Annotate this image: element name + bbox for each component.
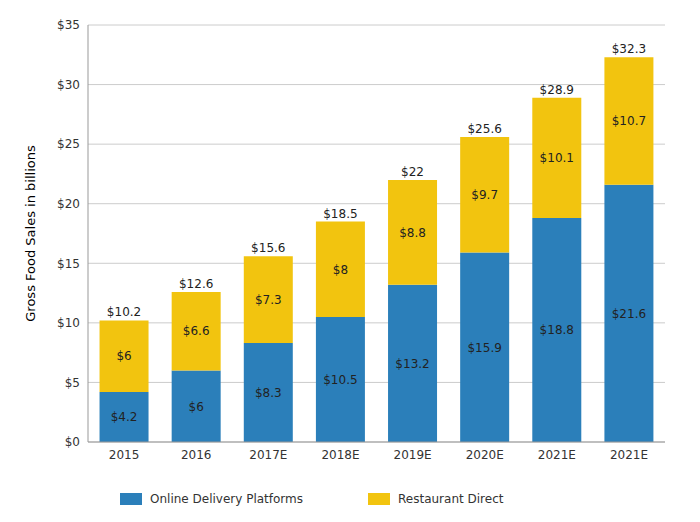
- svg-text:$18.5: $18.5: [323, 207, 357, 221]
- svg-text:$7.3: $7.3: [255, 293, 282, 307]
- html-text:Online Delivery Platforms: Online Delivery Platforms: [150, 492, 303, 506]
- svg-text:$30: $30: [57, 78, 80, 92]
- svg-text:$10.2: $10.2: [107, 305, 141, 319]
- svg-text:$35: $35: [57, 18, 80, 32]
- svg-text:$10.5: $10.5: [323, 373, 357, 387]
- svg-text:$8.3: $8.3: [255, 386, 282, 400]
- svg-text:$12.6: $12.6: [179, 277, 213, 291]
- svg-text:$15.6: $15.6: [251, 241, 285, 255]
- svg-text:$25.6: $25.6: [467, 122, 501, 136]
- svg-text:$13.2: $13.2: [395, 357, 429, 371]
- svg-text:$4.2: $4.2: [111, 410, 138, 424]
- svg-text:$21.6: $21.6: [612, 307, 646, 321]
- svg-text:$20: $20: [57, 197, 80, 211]
- svg-text:$25: $25: [57, 137, 80, 151]
- html-text:Restaurant Direct: Restaurant Direct: [398, 492, 504, 506]
- svg-text:$9.7: $9.7: [471, 188, 498, 202]
- svg-text:$0: $0: [65, 435, 80, 449]
- svg-text:$32.3: $32.3: [612, 42, 646, 56]
- svg-text:2019E: 2019E: [394, 448, 432, 462]
- svg-text:$22: $22: [401, 165, 424, 179]
- svg-text:$10: $10: [57, 316, 80, 330]
- svg-text:2021E: 2021E: [538, 448, 576, 462]
- svg-text:Gross Food Sales in billions: Gross Food Sales in billions: [23, 145, 38, 322]
- svg-text:$6: $6: [189, 400, 204, 414]
- svg-text:2020E: 2020E: [466, 448, 504, 462]
- svg-text:$6: $6: [116, 349, 131, 363]
- svg-text:$10.7: $10.7: [612, 114, 646, 128]
- svg-text:2017E: 2017E: [249, 448, 287, 462]
- svg-text:$28.9: $28.9: [540, 83, 574, 97]
- svg-text:$6.6: $6.6: [183, 324, 210, 338]
- svg-text:$8.8: $8.8: [399, 226, 426, 240]
- svg-text:2015: 2015: [109, 448, 140, 462]
- svg-text:$10.1: $10.1: [540, 151, 574, 165]
- svg-text:$15: $15: [57, 257, 80, 271]
- svg-text:2021E: 2021E: [610, 448, 648, 462]
- svg-text:$15.9: $15.9: [467, 341, 501, 355]
- svg-text:$5: $5: [65, 376, 80, 390]
- svg-text:$8: $8: [333, 263, 348, 277]
- svg-text:2018E: 2018E: [321, 448, 359, 462]
- svg-text:2016: 2016: [181, 448, 212, 462]
- svg-text:$18.8: $18.8: [540, 323, 574, 337]
